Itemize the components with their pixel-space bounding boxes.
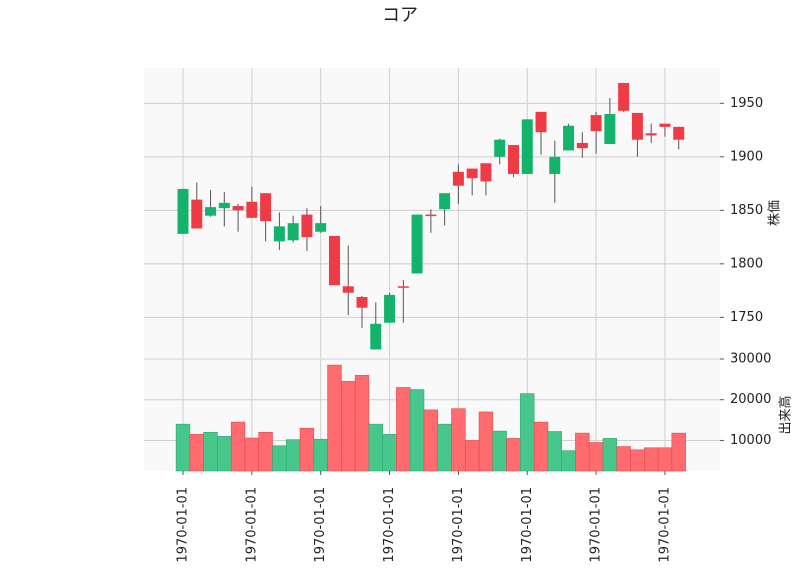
volume-bar (382, 434, 397, 472)
volume-bar (478, 411, 494, 472)
price-panel-background (144, 68, 720, 358)
volume-bar (464, 440, 480, 472)
candle-body (618, 82, 630, 111)
volume-bar (203, 432, 218, 472)
candle-body (673, 126, 685, 140)
candle-body (232, 206, 244, 211)
candle-body (452, 171, 464, 186)
volume-bar (547, 431, 562, 472)
price-axis-label: 株価 (768, 200, 783, 226)
candle-body (604, 114, 616, 144)
volume-bar (643, 447, 659, 472)
price-y-tick-label: 1800 (730, 256, 763, 271)
price-y-tick-label: 1950 (730, 96, 763, 111)
candle-body (328, 236, 340, 286)
volume-bar (575, 432, 590, 472)
candle-body (411, 214, 423, 274)
volume-bar (630, 449, 645, 472)
volume-bar (561, 450, 576, 472)
volume-bar (299, 427, 315, 472)
volume-bar (671, 432, 686, 472)
price-y-tick-label: 1750 (730, 310, 763, 325)
candle-body (246, 201, 258, 218)
x-tick-label: 1970-01-01 (520, 487, 535, 563)
volume-bar (244, 437, 260, 472)
candle-body (397, 286, 409, 288)
volume-bar (423, 409, 439, 472)
volume-bar (189, 434, 204, 472)
candle-body (576, 142, 588, 149)
volume-bar (354, 374, 370, 472)
volume-bar (506, 438, 521, 472)
volume-bar (616, 446, 631, 472)
x-tick-label: 1970-01-01 (451, 487, 466, 563)
candle-body (218, 202, 230, 209)
x-tick-label: 1970-01-01 (244, 487, 259, 563)
candle-body (370, 323, 382, 350)
x-tick-label: 1970-01-01 (589, 487, 604, 563)
volume-y-tick-label: 30000 (730, 352, 771, 367)
candle-body (507, 145, 519, 174)
candle-body (342, 286, 354, 293)
candle-body (645, 133, 657, 136)
price-y-tick-label: 1900 (730, 149, 763, 164)
volume-bar (492, 430, 507, 472)
candle-body (384, 294, 396, 323)
volume-bar (657, 447, 673, 472)
candle-body (260, 193, 272, 222)
volume-bar (272, 445, 287, 472)
volume-bar (341, 381, 356, 472)
volume-bar (533, 421, 549, 472)
volume-bar (520, 393, 535, 472)
volume-bar (437, 423, 452, 472)
volume-bar (396, 387, 411, 472)
candle-body (494, 139, 506, 157)
candle-body (273, 226, 285, 242)
candle-body (191, 199, 203, 229)
volume-bar (313, 438, 328, 472)
x-tick-label: 1970-01-01 (382, 487, 397, 563)
candle-body (287, 223, 299, 241)
volume-y-tick-label: 10000 (730, 433, 771, 448)
volume-bar (217, 436, 232, 472)
candle-body (205, 207, 217, 216)
volume-bar (588, 442, 604, 472)
candle-body (356, 297, 368, 308)
volume-bar (409, 389, 425, 472)
x-tick-label: 1970-01-01 (313, 487, 328, 563)
candle-body (177, 188, 189, 234)
candle-body (425, 214, 437, 217)
volume-y-tick-label: 20000 (730, 392, 771, 407)
candle-body (549, 156, 561, 174)
candle-body (301, 214, 313, 238)
volume-bar (258, 432, 273, 472)
candle-body (439, 193, 451, 210)
candle-body (535, 111, 547, 133)
chart-title: コア (382, 5, 418, 26)
candle-body (631, 112, 643, 140)
volume-bar (175, 423, 191, 472)
candle-body (521, 119, 533, 174)
candle-body (659, 123, 671, 127)
price-y-tick-label: 1850 (730, 203, 763, 218)
candle-body (563, 125, 575, 151)
x-tick-label: 1970-01-01 (176, 487, 191, 563)
candle-body (480, 163, 492, 182)
volume-bar (451, 408, 466, 472)
candle-body (590, 115, 602, 132)
volume-axis-label: 出来高 (778, 395, 794, 434)
candle-body (315, 223, 327, 232)
volume-bar (327, 364, 342, 472)
x-tick-label: 1970-01-01 (657, 487, 672, 563)
volume-bar (368, 423, 383, 472)
volume-bar (285, 439, 301, 472)
volume-bar (602, 438, 618, 472)
volume-bar (230, 421, 246, 472)
candle-body (466, 168, 478, 179)
